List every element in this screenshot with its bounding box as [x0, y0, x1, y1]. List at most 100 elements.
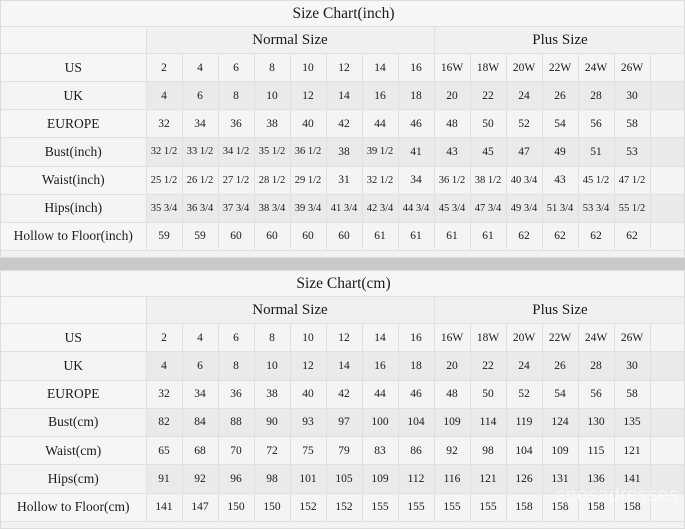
data-cell: 47: [505, 137, 543, 167]
data-cell: 84: [181, 407, 219, 438]
row-label: Hollow to Floor(cm): [1, 492, 147, 523]
data-cell: 22W: [541, 322, 579, 353]
data-cell: 38 1/2: [469, 165, 507, 195]
data-cell: 104: [397, 407, 435, 438]
title-row: Size Chart(cm): [1, 271, 684, 297]
data-cell: 44: [361, 379, 399, 409]
data-cell: [649, 351, 684, 381]
data-cell: 32 1/2: [145, 137, 183, 167]
data-cell: 115: [577, 436, 615, 466]
data-cell: 24W: [577, 322, 615, 353]
data-cell: 8: [217, 81, 255, 111]
size-chart-cm: Size Chart(cm) Normal Size Plus Size US 2 4 6 8…: [0, 270, 685, 529]
data-cell: 91: [145, 464, 183, 494]
data-cell: 18W: [469, 322, 507, 353]
data-cell: 54: [541, 109, 579, 139]
data-cell: 6: [217, 322, 255, 353]
row-label: US: [1, 52, 147, 83]
data-cell: 39 1/2: [361, 137, 399, 167]
data-cell: 30: [613, 351, 651, 381]
data-cell: 53: [613, 137, 651, 167]
data-cell: [649, 322, 684, 353]
data-cell: 50: [469, 109, 507, 139]
data-cell: 18: [397, 351, 435, 381]
data-cell: 61: [397, 221, 435, 252]
data-cell: 18: [397, 81, 435, 111]
data-cell: 20: [433, 351, 471, 381]
data-cell: 82: [145, 407, 183, 438]
data-cell: 51: [577, 137, 615, 167]
data-cell: 22W: [541, 52, 579, 83]
data-cell: 92: [433, 436, 471, 466]
data-cell: 32: [145, 379, 183, 409]
data-cell: 2: [145, 322, 183, 353]
data-cell: 10: [253, 351, 291, 381]
data-cell: 33 1/2: [181, 137, 219, 167]
data-cell: 47 1/2: [613, 165, 651, 195]
row-label: UK: [1, 351, 147, 381]
data-cell: 109: [541, 436, 579, 466]
chart-title: Size Chart(inch): [1, 1, 684, 27]
data-cell: 60: [325, 221, 363, 252]
data-cell: 56: [577, 379, 615, 409]
data-cell: 14: [325, 351, 363, 381]
data-cell: 4: [145, 81, 183, 111]
data-cell: 109: [433, 407, 471, 438]
data-cell: 155: [361, 492, 399, 523]
data-cell: 97: [325, 407, 363, 438]
spacer-cell: [1, 250, 684, 257]
data-cell: 58: [613, 109, 651, 139]
data-cell: 34: [397, 165, 435, 195]
data-cell: 22: [469, 81, 507, 111]
row-label: EUROPE: [1, 379, 147, 409]
row-label: EUROPE: [1, 109, 147, 139]
data-cell: 50: [469, 379, 507, 409]
data-cell: 36: [217, 109, 255, 139]
data-cell: 121: [469, 464, 507, 494]
data-cell: 135: [613, 407, 651, 438]
data-cell: 68: [181, 436, 219, 466]
data-cell: 41 3/4: [325, 193, 363, 223]
data-cell: 141: [613, 464, 651, 494]
data-cell: 42: [325, 109, 363, 139]
data-cell: 61: [469, 221, 507, 252]
data-cell: 25 1/2: [145, 165, 183, 195]
data-cell: 52: [505, 379, 543, 409]
data-cell: 8: [253, 322, 291, 353]
data-cell: 61: [361, 221, 399, 252]
row-label: Waist(inch): [1, 165, 147, 195]
data-cell: 12: [289, 81, 327, 111]
data-cell: 60: [253, 221, 291, 252]
row-label: Hips(cm): [1, 464, 147, 494]
data-cell: 155: [469, 492, 507, 523]
data-cell: 16: [397, 52, 435, 83]
table-bottom-spacer: [1, 250, 684, 257]
data-cell: 26: [541, 351, 579, 381]
data-cell: 20W: [505, 52, 543, 83]
group-header-row: Normal Size Plus Size: [1, 296, 684, 324]
data-cell: 112: [397, 464, 435, 494]
data-cell: 4: [181, 52, 219, 83]
data-cell: 79: [325, 436, 363, 466]
row-label: US: [1, 322, 147, 353]
data-cell: 75: [289, 436, 327, 466]
data-cell: 36 1/2: [433, 165, 471, 195]
data-cell: 10: [289, 322, 327, 353]
data-cell: 130: [577, 407, 615, 438]
data-cell: 45 3/4: [433, 193, 471, 223]
size-table-cm-body: Size Chart(cm) Normal Size Plus Size US 2 4 6 8…: [1, 271, 684, 528]
data-cell: 32 1/2: [361, 165, 399, 195]
data-cell: 116: [433, 464, 471, 494]
data-cell: 126: [505, 464, 543, 494]
data-cell: 28: [577, 81, 615, 111]
table-row: Bust(cm) 82 84 88 90 93 97 100 104 109 114 119 124 13…: [1, 407, 684, 438]
data-cell: 150: [253, 492, 291, 523]
data-cell: 119: [505, 407, 543, 438]
data-cell: 96: [217, 464, 255, 494]
data-cell: 28: [577, 351, 615, 381]
data-cell: 10: [253, 81, 291, 111]
data-cell: 6: [181, 351, 219, 381]
data-cell: 34: [181, 379, 219, 409]
data-cell: 10: [289, 52, 327, 83]
data-cell: 18W: [469, 52, 507, 83]
